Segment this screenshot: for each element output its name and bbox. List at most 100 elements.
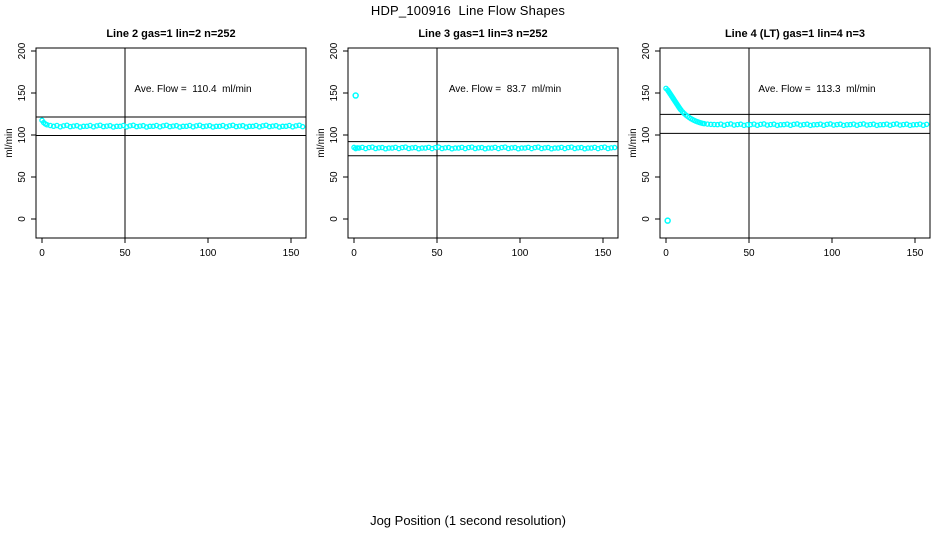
data-point <box>276 124 283 130</box>
data-point <box>781 121 787 128</box>
data-point <box>880 121 887 128</box>
data-point <box>890 121 897 128</box>
data-point <box>555 145 561 151</box>
data-point <box>887 122 893 129</box>
data-point <box>787 122 794 129</box>
data-point <box>920 122 927 129</box>
data-point <box>243 124 249 130</box>
data-point <box>714 121 721 128</box>
data-point <box>814 121 820 128</box>
panel-title: Line 4 (LT) gas=1 lin=4 n=3 <box>725 28 865 40</box>
data-point <box>724 121 731 128</box>
data-point <box>399 144 405 151</box>
data-point <box>449 146 455 152</box>
data-point <box>160 123 166 129</box>
y-tick-label: 150 <box>641 84 652 101</box>
outlier-point <box>664 217 671 224</box>
data-point <box>605 145 611 152</box>
data-point <box>810 122 817 128</box>
data-point <box>913 121 920 128</box>
data-point <box>588 145 595 151</box>
x-tick-label: 50 <box>743 248 755 259</box>
data-point <box>552 145 558 151</box>
y-axis-unit-label: ml/min <box>316 128 327 157</box>
data-point <box>581 146 588 152</box>
y-tick-label: 50 <box>641 171 652 183</box>
x-tick-label: 0 <box>351 248 357 259</box>
y-tick-label: 0 <box>329 216 340 222</box>
data-point <box>830 122 837 128</box>
data-point <box>874 122 880 129</box>
outlier-point <box>352 92 359 99</box>
data-point <box>269 123 276 129</box>
data-point <box>70 123 77 129</box>
x-tick-label: 150 <box>907 248 924 259</box>
data-point <box>731 122 737 128</box>
data-point <box>867 121 873 128</box>
data-point <box>701 120 707 127</box>
data-point <box>611 144 618 151</box>
data-point <box>711 121 717 128</box>
y-tick-label: 200 <box>641 42 652 59</box>
data-point <box>923 121 930 128</box>
y-tick-label: 150 <box>17 84 28 101</box>
data-point <box>133 123 140 130</box>
data-point <box>857 121 863 128</box>
data-point <box>236 123 243 129</box>
data-point <box>522 145 528 151</box>
data-point <box>572 145 578 152</box>
panel-line2-chart: 0 50 100 150 0 50 100 150 200 ml/min Line 2 gas=1 … <box>4 28 307 259</box>
data-point <box>250 123 256 130</box>
plot-box <box>347 47 619 239</box>
data-point <box>147 123 153 130</box>
panel-title: Line 3 gas=1 lin=3 n=252 <box>418 28 547 40</box>
data-point <box>475 145 482 151</box>
data-point <box>498 144 505 151</box>
data-point <box>406 145 412 152</box>
data-point <box>143 124 150 130</box>
x-tick-label: 50 <box>119 248 131 259</box>
data-point <box>299 123 306 130</box>
data-point <box>747 121 754 128</box>
data-point <box>538 145 545 152</box>
ave-flow-annotation: Ave. Flow = 113.3 ml/min <box>758 84 875 95</box>
data-point <box>844 122 850 128</box>
data-point <box>167 123 173 130</box>
data-point <box>170 123 176 129</box>
data-point <box>439 145 445 152</box>
data-point <box>532 144 538 151</box>
plot-box <box>35 47 307 239</box>
data-point <box>548 146 555 152</box>
data-point <box>847 121 854 128</box>
x-tick-label: 50 <box>431 248 443 259</box>
x-tick-label: 0 <box>39 248 45 259</box>
y-axis-unit-label: ml/min <box>4 128 15 157</box>
data-point <box>80 123 87 130</box>
data-point <box>704 121 711 127</box>
x-tick-label: 150 <box>283 248 300 259</box>
data-point <box>432 144 439 151</box>
data-point <box>50 123 57 130</box>
data-point <box>465 144 472 151</box>
data-point <box>897 122 903 128</box>
data-point <box>452 145 459 151</box>
data-point <box>721 122 727 129</box>
data-point <box>213 123 220 130</box>
y-tick-label: 100 <box>641 126 652 143</box>
data-point <box>67 123 73 130</box>
data-point <box>226 123 233 129</box>
data-point <box>834 121 840 128</box>
data-point <box>598 144 605 151</box>
panel-row: 0 50 100 150 0 50 100 150 200 ml/min Line 2 gas=1 … <box>0 20 936 270</box>
y-tick-label: 50 <box>17 171 28 183</box>
data-point <box>60 123 67 129</box>
data-point <box>84 123 90 130</box>
data-point <box>193 123 200 129</box>
data-point <box>508 145 515 151</box>
data-point <box>260 123 266 129</box>
data-point <box>515 146 522 152</box>
y-tick-label: 100 <box>329 126 340 143</box>
data-point <box>386 145 392 151</box>
x-tick-label: 0 <box>663 248 669 259</box>
plot-box <box>659 47 931 239</box>
